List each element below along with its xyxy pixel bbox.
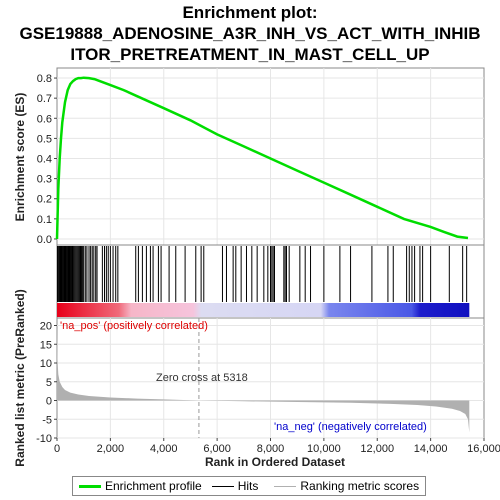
neg-correlated-label: 'na_neg' (negatively correlated) bbox=[274, 421, 427, 433]
legend-metric-label: Ranking metric scores bbox=[300, 479, 420, 493]
legend-hits-label: Hits bbox=[237, 479, 259, 493]
legend-metric-swatch bbox=[274, 485, 297, 487]
x-tick-label: 4,000 bbox=[150, 443, 178, 455]
es-y-tick-label: 0.8 bbox=[37, 73, 52, 85]
metric-y-tick-label: -5 bbox=[42, 414, 52, 426]
rank-color-bar bbox=[57, 303, 470, 317]
legend-enrichment-label: Enrichment profile bbox=[105, 479, 202, 493]
es-y-axis-label: Enrichment score (ES) bbox=[13, 93, 27, 222]
metric-y-tick-label: -10 bbox=[36, 433, 52, 445]
es-y-tick-label: 0.2 bbox=[37, 194, 52, 206]
es-y-tick-label: 0.0 bbox=[37, 234, 52, 246]
x-tick-label: 8,000 bbox=[257, 443, 285, 455]
legend-item-metric: Ranking metric scores bbox=[274, 479, 419, 493]
title-line-3: ITOR_PRETREATMENT_IN_MAST_CELL_UP bbox=[70, 45, 429, 64]
x-tick-label: 2,000 bbox=[97, 443, 125, 455]
x-axis-label: Rank in Ordered Dataset bbox=[205, 455, 345, 469]
legend-hits-swatch bbox=[211, 485, 234, 487]
x-tick-label: 0 bbox=[54, 443, 60, 455]
metric-y-axis-label: Ranked list metric (PreRanked) bbox=[13, 289, 27, 466]
legend-item-hits: Hits bbox=[211, 479, 259, 493]
pos-correlated-label: 'na_pos' (positively correlated) bbox=[60, 320, 208, 332]
metric-x-axis: 0 2,000 4,000 6,000 8,000 10,000 12,000 14,000 1… bbox=[54, 438, 500, 455]
x-tick-label: 14,000 bbox=[414, 443, 448, 455]
title-line-2: GSE19888_ADENOSINE_A3R_INH_VS_ACT_WITH_I… bbox=[19, 24, 480, 43]
metric-y-tick-label: 15 bbox=[40, 339, 52, 351]
metric-y-axis: -10 -5 0 5 10 15 20 bbox=[36, 321, 57, 445]
es-y-axis: 0.0 0.1 0.2 0.3 0.4 0.5 0.6 0.7 0.8 bbox=[37, 73, 57, 246]
metric-y-tick-label: 5 bbox=[46, 377, 52, 389]
x-tick-label: 16,000 bbox=[467, 443, 500, 455]
es-grid bbox=[57, 68, 484, 245]
enrichment-profile-line bbox=[55, 76, 469, 240]
metric-y-tick-label: 0 bbox=[46, 396, 52, 408]
metric-y-tick-label: 20 bbox=[40, 321, 52, 333]
x-tick-label: 10,000 bbox=[307, 443, 341, 455]
es-y-tick-label: 0.4 bbox=[37, 154, 52, 166]
legend-enrichment-swatch bbox=[79, 484, 101, 488]
zero-cross-label: Zero cross at 5318 bbox=[156, 372, 248, 384]
x-tick-label: 12,000 bbox=[360, 443, 394, 455]
es-y-tick-label: 0.6 bbox=[37, 113, 52, 125]
metric-y-tick-label: 10 bbox=[40, 358, 52, 370]
legend: Enrichment profile Hits Ranking metric s… bbox=[72, 476, 426, 496]
hits-markers bbox=[57, 246, 468, 302]
legend-item-enrichment: Enrichment profile bbox=[79, 479, 202, 493]
es-y-tick-label: 0.1 bbox=[37, 214, 52, 226]
x-tick-label: 6,000 bbox=[203, 443, 231, 455]
color-bar bbox=[57, 303, 470, 317]
es-y-tick-label: 0.5 bbox=[37, 133, 52, 145]
title-line-1: Enrichment plot: bbox=[182, 3, 317, 22]
es-y-tick-label: 0.7 bbox=[37, 93, 52, 105]
es-y-tick-label: 0.3 bbox=[37, 174, 52, 186]
